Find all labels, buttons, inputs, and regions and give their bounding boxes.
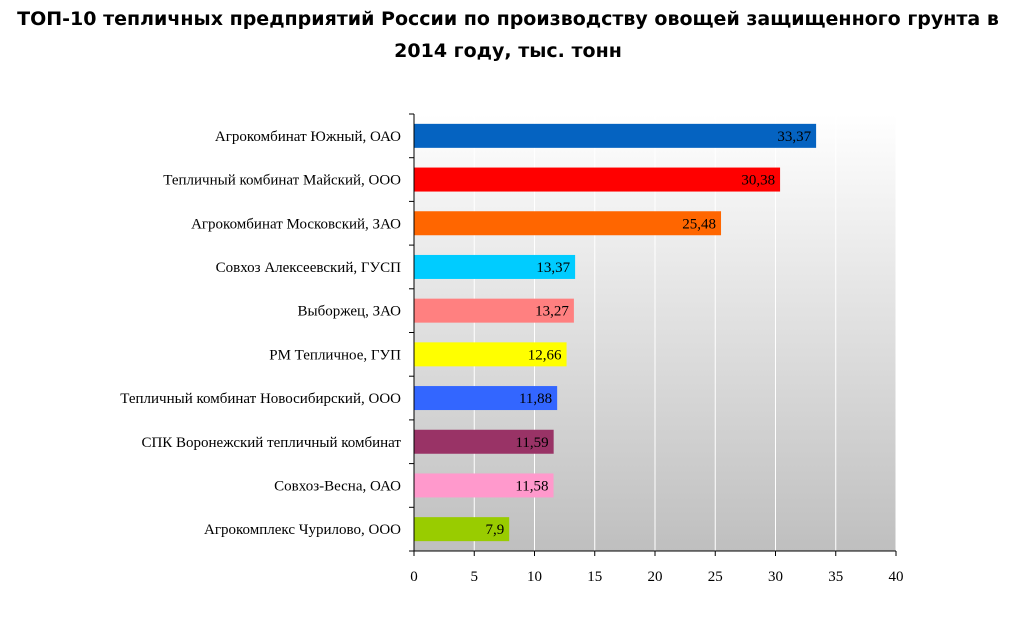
value-label: 11,59 [515, 435, 548, 451]
category-label: Совхоз-Весна, ОАО [274, 478, 401, 494]
value-label: 13,37 [536, 260, 570, 276]
bar-4 [414, 254, 576, 279]
x-tick-label: 30 [768, 569, 783, 585]
x-tick-label: 25 [708, 569, 723, 585]
bar-9 [414, 473, 554, 498]
x-tick-label: 0 [410, 569, 418, 585]
bar-7 [414, 386, 558, 411]
bar-2 [414, 167, 781, 192]
x-tick-label: 10 [527, 569, 542, 585]
value-label: 25,48 [682, 216, 716, 232]
bar-10 [414, 517, 510, 542]
value-label: 7,9 [485, 522, 504, 538]
value-label: 33,37 [777, 129, 811, 145]
x-tick-label: 5 [471, 569, 479, 585]
bars [414, 123, 817, 542]
value-label: 12,66 [528, 347, 562, 363]
category-label: РМ Тепличное, ГУП [269, 347, 401, 363]
value-label: 30,38 [741, 173, 775, 189]
category-label: Агрокомбинат Южный, ОАО [215, 129, 401, 145]
value-label: 13,27 [535, 304, 569, 320]
value-label: 11,88 [519, 391, 552, 407]
category-label: Выборжец, ЗАО [298, 304, 402, 320]
x-tick-label: 20 [648, 569, 663, 585]
category-label: СПК Воронежский тепличный комбинат [141, 435, 401, 451]
bar-6 [414, 342, 567, 367]
axes [409, 113, 897, 556]
bar-5 [414, 298, 574, 323]
category-label: Совхоз Алексеевский, ГУСП [216, 260, 402, 276]
bar-8 [414, 429, 554, 454]
chart-title: ТОП-10 тепличных предприятий России по п… [17, 8, 999, 62]
labels: 0 5 10 15 20 25 30 35 40 Агрокомбинат Южный, ОАО 3… [120, 129, 903, 585]
category-label: Тепличный комбинат Новосибирский, ООО [120, 391, 401, 407]
category-label: Тепличный комбинат Майский, ООО [163, 173, 401, 189]
bar-3 [414, 211, 722, 236]
category-label: Агрокомплекс Чурилово, ООО [204, 522, 401, 538]
value-label: 11,58 [515, 478, 548, 494]
category-label: Агрокомбинат Московский, ЗАО [191, 216, 401, 232]
x-tick-label: 35 [828, 569, 843, 585]
x-tick-label: 15 [587, 569, 602, 585]
x-tick-label: 40 [889, 569, 904, 585]
bar-1 [414, 123, 817, 148]
